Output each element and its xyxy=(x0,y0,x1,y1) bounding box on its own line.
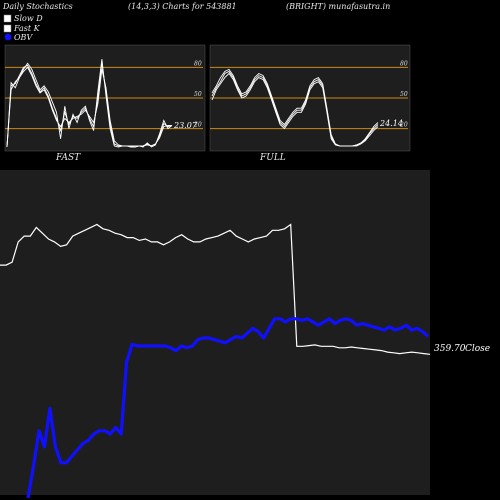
full-level-label: 80 xyxy=(400,60,408,67)
legend-fast-k: Fast K xyxy=(13,24,41,33)
fast-series-2 xyxy=(6,66,172,148)
fast-level-label: 50 xyxy=(194,91,202,98)
close-value: 359.70 xyxy=(434,344,466,354)
price-panel xyxy=(0,170,430,495)
price-lines xyxy=(0,223,431,499)
obv-series-line xyxy=(26,317,430,499)
header-params: (14,3,3) Charts for 543881 xyxy=(128,2,237,11)
full-reading: 24.14 xyxy=(379,119,403,128)
full-level-label: 50 xyxy=(400,91,408,98)
fast-lines xyxy=(6,59,173,148)
close-series-line xyxy=(0,223,431,355)
full-grid: 20 50 80 xyxy=(210,60,408,130)
legend-swatch-obv xyxy=(4,33,12,41)
legend-swatch-slow-d xyxy=(3,14,12,23)
fast-caption: FAST xyxy=(55,153,81,163)
legend-slow-d: Slow D xyxy=(14,14,43,23)
full-caption: FULL xyxy=(259,153,286,163)
legend-swatch-fast-k xyxy=(3,24,12,33)
full-level-label: 20 xyxy=(399,122,408,129)
close-label: Close xyxy=(465,344,490,354)
full-lines xyxy=(211,68,379,147)
fast-level-label: 80 xyxy=(194,60,202,67)
header-left: Daily Stochastics xyxy=(2,2,73,11)
fast-reading: 23.07 xyxy=(173,121,198,130)
fast-grid: 20 50 80 xyxy=(5,60,203,130)
full-series-2 xyxy=(211,72,379,147)
fast-level-label: 20 xyxy=(193,122,202,129)
header-symbol: (BRIGHT) munafasutra.in xyxy=(286,2,390,11)
legend-obv: OBV xyxy=(14,33,33,42)
